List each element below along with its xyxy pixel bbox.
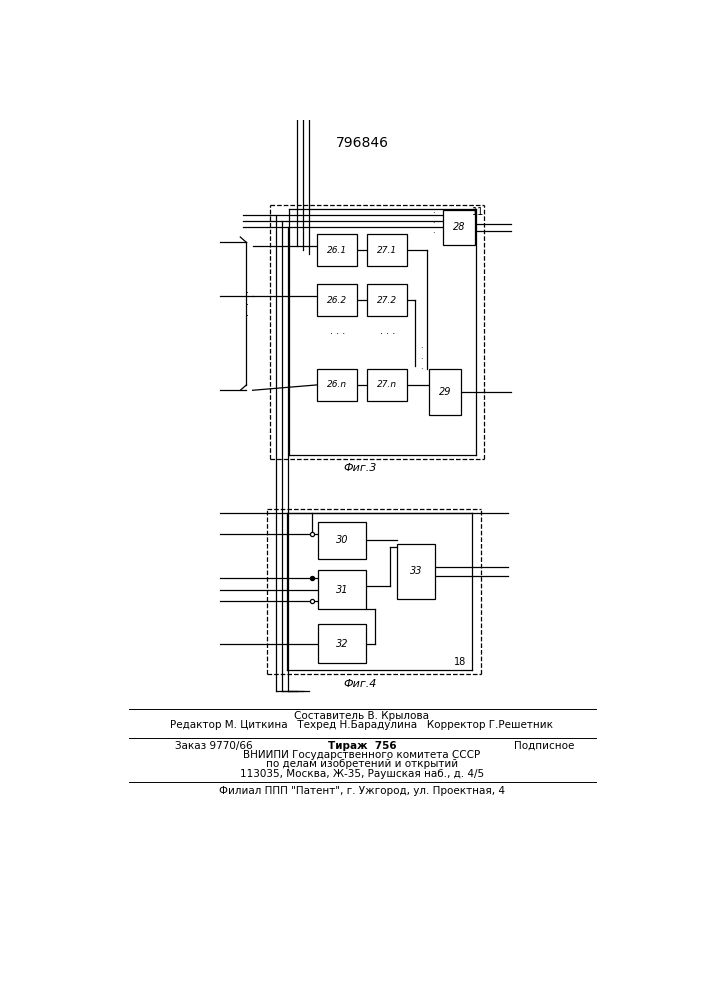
Text: ·
·
·: · · · [247,288,250,321]
Text: 30: 30 [336,535,348,545]
Text: 11: 11 [472,207,484,217]
Text: 26.n: 26.n [327,380,347,389]
Text: · · ·: · · · [329,329,345,339]
Text: 31: 31 [336,585,348,595]
Text: ·
·
·: · · · [432,209,435,238]
Bar [368,284,407,316]
Text: 26.1: 26.1 [327,246,347,255]
Text: Подписное: Подписное [514,741,575,751]
Text: 27.n: 27.n [378,380,397,389]
Text: 27.2: 27.2 [378,296,397,305]
Text: по делам изобретений и открытий: по делам изобретений и открытий [266,759,458,769]
Bar [317,369,357,401]
Bar [443,210,475,245]
Bar [368,234,407,266]
Text: 18: 18 [455,657,467,667]
Text: Составитель В. Крылова: Составитель В. Крылова [294,711,429,721]
Text: 28: 28 [452,222,465,232]
Bar [317,284,357,316]
Bar [397,544,435,599]
Text: 113035, Москва, Ж-35, Раушская наб., д. 4/5: 113035, Москва, Ж-35, Раушская наб., д. … [240,769,484,779]
Text: · · ·: · · · [248,292,263,302]
Text: · · ·: · · · [380,329,395,339]
Text: Фиг.3: Фиг.3 [343,463,376,473]
Text: ВНИИПИ Государственного комитета СССР: ВНИИПИ Государственного комитета СССР [243,750,481,760]
Text: 796846: 796846 [335,136,388,150]
Text: 32: 32 [336,639,348,649]
Bar [318,570,366,609]
Text: Редактор М. Циткина   Техред Н.Барадулина   Корректор Г.Решетник: Редактор М. Циткина Техред Н.Барадулина … [170,720,554,730]
Text: Фиг.4: Фиг.4 [343,679,376,689]
Text: ·
·
·: · · · [420,345,423,374]
Bar [429,369,461,415]
Text: 29: 29 [439,387,451,397]
Text: Тираж  756: Тираж 756 [327,741,396,751]
Bar [317,234,357,266]
Text: 26.2: 26.2 [327,296,347,305]
Bar [318,522,366,559]
Text: Заказ 9770/66: Заказ 9770/66 [175,741,252,751]
Bar [368,369,407,401]
Text: 27.1: 27.1 [378,246,397,255]
Text: Филиал ППП "Патент", г. Ужгород, ул. Проектная, 4: Филиал ППП "Патент", г. Ужгород, ул. Про… [219,786,505,796]
Bar [318,624,366,663]
Text: 33: 33 [409,566,422,576]
